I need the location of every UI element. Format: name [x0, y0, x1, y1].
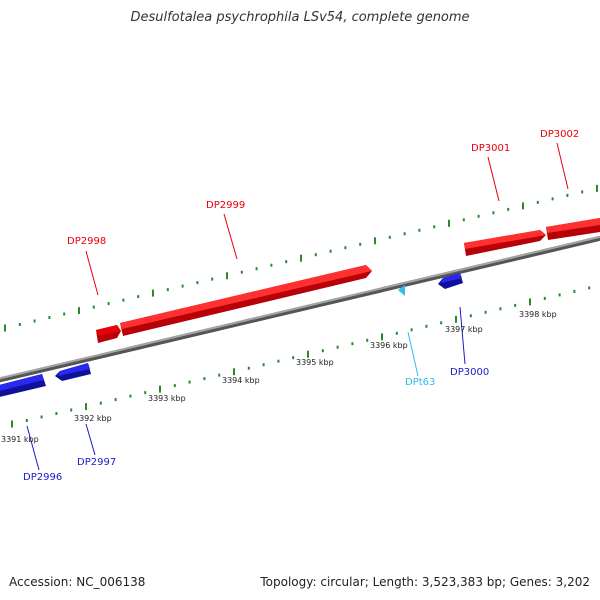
gene-dp2998[interactable] — [96, 325, 121, 343]
label-leaders — [26, 142, 569, 471]
gene-label-dpt63: DPt63 — [405, 377, 435, 388]
gene-label-dp3002: DP3002 — [540, 129, 579, 140]
scale-label: 3395 kbp — [296, 358, 334, 367]
reverse-genes — [0, 273, 463, 398]
forward-tick-track — [4, 184, 598, 332]
accession-text: Accession: NC_006138 — [9, 575, 146, 589]
gene-label-dp2996: DP2996 — [23, 472, 62, 483]
genome-backbone — [0, 235, 600, 383]
gene-dp3000[interactable] — [438, 273, 463, 289]
gene-dp3002[interactable] — [546, 218, 600, 240]
scale-label: 3396 kbp — [370, 341, 408, 350]
map-title: Desulfotalea psychrophila LSv54, complet… — [130, 10, 470, 25]
gene-label-dp2998: DP2998 — [67, 236, 106, 247]
gene-dp2996[interactable] — [0, 374, 46, 398]
scale-label: 3398 kbp — [519, 310, 557, 319]
gene-label-dp2999: DP2999 — [206, 200, 245, 211]
gene-label-dp3001: DP3001 — [471, 143, 510, 154]
gene-label-dp2997: DP2997 — [77, 457, 116, 468]
scale-label: 3397 kbp — [445, 325, 483, 334]
gene-label-dp3000: DP3000 — [450, 367, 489, 378]
reverse-tick-track — [11, 286, 591, 428]
scale-label: 3393 kbp — [148, 394, 186, 403]
trna-dpt63[interactable] — [398, 285, 405, 296]
scale-label: 3394 kbp — [222, 376, 260, 385]
genome-summary-text: Topology: circular; Length: 3,523,383 bp… — [260, 575, 590, 589]
scale-labels: 3391 kbp 3392 kbp 3393 kbp 3394 kbp 3395… — [1, 310, 557, 444]
forward-genes — [96, 218, 600, 343]
gene-labels: DP2998 DP2999 DP3001 DP3002 DP2996 DP299… — [23, 129, 579, 483]
gene-dp2999[interactable] — [120, 265, 372, 336]
scale-label: 3391 kbp — [1, 435, 39, 444]
gene-dp3001[interactable] — [464, 230, 546, 256]
scale-label: 3392 kbp — [74, 414, 112, 423]
gene-dp2997[interactable] — [55, 363, 91, 381]
